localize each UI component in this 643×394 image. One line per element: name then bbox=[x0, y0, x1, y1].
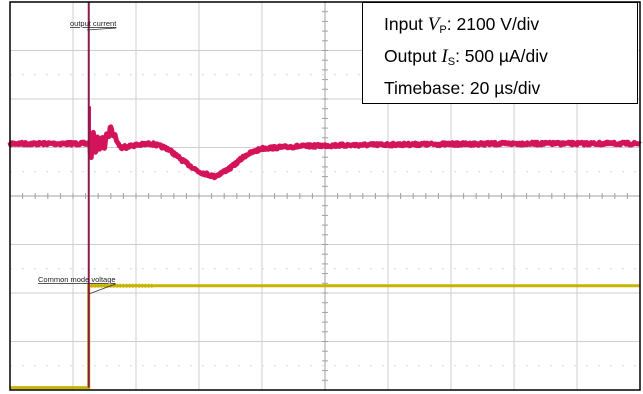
annotations: output current Common mode voltage bbox=[38, 19, 117, 295]
annotation-label: Common mode voltage bbox=[38, 275, 116, 284]
legend-line-input: Input VP: 2100 V/div bbox=[384, 14, 540, 36]
plot-frame bbox=[9, 1, 641, 391]
legend-box: Input VP: 2100 V/div Output IS: 500 µA/d… bbox=[362, 2, 638, 104]
legend-line-timebase: Timebase: 20 µs/div bbox=[384, 78, 541, 98]
series-output-current bbox=[7, 124, 642, 181]
annotation-leader-line bbox=[88, 283, 116, 295]
annotation-label: output current bbox=[70, 19, 117, 28]
legend-line-output: Output IS: 500 µA/div bbox=[384, 46, 548, 68]
annotation-leader-line bbox=[86, 27, 117, 31]
